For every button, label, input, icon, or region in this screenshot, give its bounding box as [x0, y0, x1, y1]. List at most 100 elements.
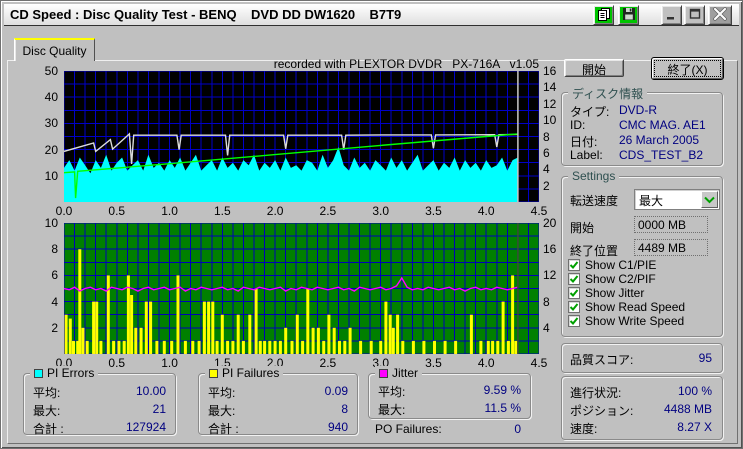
- close-icon: [713, 6, 727, 24]
- settings-group: Settings 転送速度 最大 開始 0000 MB 終了位置 4489 MB…: [561, 169, 723, 337]
- start-button[interactable]: 開始: [564, 59, 624, 77]
- save-icon: [622, 7, 636, 24]
- titlebar[interactable]: CD Speed : Disc Quality Test - BENQ DVD …: [4, 4, 739, 26]
- tick-label: 6: [51, 268, 58, 283]
- progress-group: 進行状況: 100 % ポジション: 4488 MB 速度: 8.27 X: [561, 376, 723, 440]
- speed-value: 8.27 X: [677, 420, 712, 434]
- tick-label: 0.0: [55, 204, 73, 218]
- progress-label: 進行状況:: [570, 386, 622, 400]
- checkbox-show-c2-pif[interactable]: Show C2/PIF: [568, 272, 718, 286]
- end-position-field[interactable]: 4489 MB: [634, 239, 708, 256]
- tick-label: 8: [543, 129, 550, 144]
- position-label: ポジション:: [570, 404, 634, 418]
- max-value: 21: [152, 402, 166, 416]
- tick-label: 12: [543, 268, 557, 283]
- checkbox-show-jitter[interactable]: Show Jitter: [568, 286, 718, 300]
- checkbox-label: Show C1/PIE: [585, 258, 657, 272]
- tick-label: 6: [543, 145, 550, 160]
- po-failures-value: 0: [514, 422, 521, 436]
- tab-disc-quality[interactable]: Disc Quality: [14, 38, 95, 61]
- maximize-button[interactable]: [684, 5, 705, 25]
- tick-label: 30: [44, 116, 58, 131]
- tick-label: 10: [543, 113, 557, 128]
- disc-date-label: 日付:: [570, 135, 598, 149]
- copy-icon: [597, 7, 611, 24]
- max-label: 最大:: [33, 404, 61, 418]
- tick-label: 2: [543, 178, 550, 193]
- avg-value: 9.59 %: [483, 383, 521, 397]
- tick-label: 4: [543, 162, 550, 177]
- start-button-label: 開始: [581, 63, 606, 77]
- disc-type-label: タイプ:: [570, 105, 610, 119]
- tab-label: Disc Quality: [22, 44, 87, 58]
- checkmark-icon: [568, 259, 580, 271]
- tick-label: 14: [543, 80, 557, 95]
- tick-label: 1.0: [161, 356, 178, 370]
- total-value: 127924: [125, 420, 166, 434]
- checkbox-label: Show Read Speed: [585, 300, 686, 314]
- settings-title: Settings: [568, 169, 620, 183]
- quality-score-value: 95: [698, 351, 712, 365]
- checkbox-label: Show Jitter: [585, 286, 645, 300]
- checkbox-show-write-speed[interactable]: Show Write Speed: [568, 314, 718, 328]
- po-failures-label: PO Failures:: [375, 422, 442, 436]
- disc-id-label: ID:: [570, 118, 586, 132]
- tick-label: 16: [543, 64, 557, 78]
- quality-score-label: 品質スコア:: [570, 353, 634, 367]
- tick-label: 20: [44, 142, 58, 157]
- start-position-field[interactable]: 0000 MB: [634, 216, 708, 233]
- tick-label: 20: [543, 216, 557, 230]
- end-position-label: 終了位置: [570, 244, 619, 258]
- tick-label: 0.5: [108, 204, 126, 218]
- tick-label: 16: [543, 242, 557, 257]
- save-button[interactable]: [618, 5, 639, 25]
- exit-button-label: 終了(X): [667, 63, 708, 77]
- avg-label: 平均:: [208, 386, 236, 400]
- minimize-button[interactable]: [661, 5, 682, 25]
- exit-button[interactable]: 終了(X): [651, 57, 724, 80]
- jitter-legend-title: Jitter: [392, 366, 419, 380]
- checkbox-label: Show C2/PIF: [585, 272, 656, 286]
- total-value: 940: [327, 420, 348, 434]
- max-label: 最大:: [378, 403, 406, 417]
- speed-label: 速度:: [570, 422, 598, 436]
- tick-label: 1.0: [161, 204, 178, 218]
- pi-errors-chart: [63, 70, 540, 203]
- tick-label: 3.5: [425, 204, 442, 218]
- transfer-speed-label: 転送速度: [570, 194, 619, 208]
- start-position-label: 開始: [570, 221, 595, 235]
- progress-value: 100 %: [677, 384, 712, 398]
- tick-label: 3.0: [372, 204, 389, 218]
- tick-label: 2.0: [266, 204, 284, 218]
- tick-label: 4: [543, 320, 550, 335]
- copy-button[interactable]: [593, 5, 614, 25]
- checkbox-show-read-speed[interactable]: Show Read Speed: [568, 300, 718, 314]
- tick-label: 4.5: [530, 356, 548, 370]
- tick-label: 4.0: [477, 204, 495, 218]
- po-failures-row: PO Failures: 0: [375, 422, 521, 436]
- close-button[interactable]: [708, 5, 732, 25]
- checkbox-show-c1-pie[interactable]: Show C1/PIE: [568, 258, 718, 272]
- disc-id-value: CMC MAG. AE1: [619, 118, 706, 132]
- tick-label: 50: [44, 64, 58, 78]
- maximize-icon: [688, 7, 702, 24]
- disc-info-title: ディスク情報: [568, 85, 648, 102]
- tick-label: 3.5: [425, 356, 442, 370]
- total-label: 合計 :: [33, 422, 64, 436]
- max-label: 最大:: [208, 404, 236, 418]
- transfer-speed-select[interactable]: 最大: [634, 189, 720, 210]
- total-label: 合計 :: [208, 422, 239, 436]
- chevron-down-icon[interactable]: [701, 191, 718, 208]
- tick-label: 10: [44, 216, 58, 230]
- disc-date-value: 26 March 2005: [619, 133, 700, 147]
- checkmark-icon: [568, 301, 580, 313]
- tick-label: 12: [543, 96, 557, 111]
- pi-failures-legend-title: PI Failures: [222, 366, 280, 380]
- tick-label: 8: [51, 242, 58, 257]
- avg-value: 0.09: [324, 384, 348, 398]
- recorded-note: recorded with PLEXTOR DVDR PX-716A v1.05: [273, 57, 539, 71]
- tab-page: [7, 60, 738, 444]
- tick-label: 4.0: [477, 356, 495, 370]
- minimize-icon: [665, 7, 679, 24]
